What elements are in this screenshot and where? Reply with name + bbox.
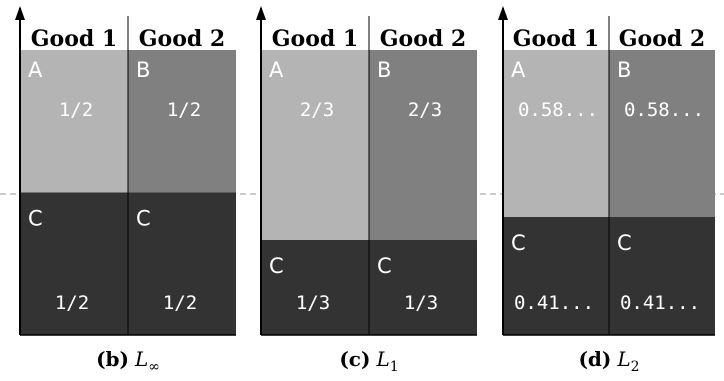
good-1-label: Good 1 bbox=[513, 26, 600, 52]
share-value-c: 1/3 bbox=[296, 292, 330, 314]
caption-math: L bbox=[134, 347, 148, 371]
caption-label: (d) bbox=[578, 347, 611, 371]
cell-c-good2 bbox=[609, 217, 715, 335]
agent-label-b: B bbox=[136, 58, 150, 82]
agent-label-c: C bbox=[511, 231, 526, 255]
cell-a-good1 bbox=[503, 50, 609, 218]
agent-label-c: C bbox=[617, 231, 632, 255]
share-value-c: 0.41... bbox=[514, 292, 594, 314]
panel-caption: (b) L∞ bbox=[96, 347, 160, 375]
panel-c: A 2/3 C 1/3 Good 1 B 2/3 C 1/3 Good 2 (c) L1 bbox=[256, 6, 477, 375]
share-value-a: 0.58... bbox=[518, 99, 598, 121]
caption-math: L bbox=[375, 347, 389, 371]
caption-subscript: 1 bbox=[390, 359, 399, 375]
cell-c-good1 bbox=[20, 192, 128, 335]
cell-c-good2 bbox=[369, 240, 477, 335]
share-value-c: 1/3 bbox=[404, 292, 438, 314]
agent-label-c: C bbox=[28, 207, 43, 231]
cell-b-good2 bbox=[609, 50, 715, 218]
cell-c-good1 bbox=[261, 240, 369, 335]
share-value-b: 1/2 bbox=[167, 99, 201, 121]
agent-label-b: B bbox=[377, 58, 391, 82]
cell-b-good2 bbox=[369, 50, 477, 241]
agent-label-a: A bbox=[511, 58, 526, 82]
caption-label: (b) bbox=[96, 347, 129, 371]
agent-label-c: C bbox=[269, 254, 284, 278]
agent-label-b: B bbox=[617, 58, 631, 82]
agent-label-c: C bbox=[377, 254, 392, 278]
panel-d: A 0.58... C 0.41... Good 1 B 0.58... C 0.41... Go… bbox=[498, 6, 715, 375]
good-1-label: Good 1 bbox=[272, 26, 359, 52]
good-2-label: Good 2 bbox=[139, 26, 226, 52]
cell-a-good1 bbox=[261, 50, 369, 241]
agent-label-a: A bbox=[28, 58, 43, 82]
share-value-c: 1/2 bbox=[55, 292, 89, 314]
cell-b-good2 bbox=[128, 50, 236, 193]
share-value-a: 1/2 bbox=[59, 99, 93, 121]
share-value-a: 2/3 bbox=[300, 99, 334, 121]
share-value-b: 0.58... bbox=[624, 99, 704, 121]
panel-b: A 1/2 C 1/2 Good 1 B 1/2 C 1/2 Good 2 (b) L∞ bbox=[15, 6, 236, 375]
agent-label-a: A bbox=[269, 58, 284, 82]
caption-label: (c) bbox=[339, 347, 370, 371]
caption-subscript: 2 bbox=[631, 359, 640, 375]
agent-label-c: C bbox=[136, 207, 151, 231]
panel-caption: (d) L2 bbox=[578, 347, 639, 375]
cell-c-good2 bbox=[128, 192, 236, 335]
share-value-c: 0.41... bbox=[620, 292, 700, 314]
caption-math: L bbox=[616, 347, 630, 371]
panel-caption: (c) L1 bbox=[339, 347, 398, 375]
caption-subscript: ∞ bbox=[148, 359, 160, 375]
good-1-label: Good 1 bbox=[31, 26, 118, 52]
cell-a-good1 bbox=[20, 50, 128, 193]
good-2-label: Good 2 bbox=[380, 26, 467, 52]
good-2-label: Good 2 bbox=[619, 26, 706, 52]
cell-c-good1 bbox=[503, 217, 609, 335]
share-value-c: 1/2 bbox=[163, 292, 197, 314]
share-value-b: 2/3 bbox=[408, 99, 442, 121]
